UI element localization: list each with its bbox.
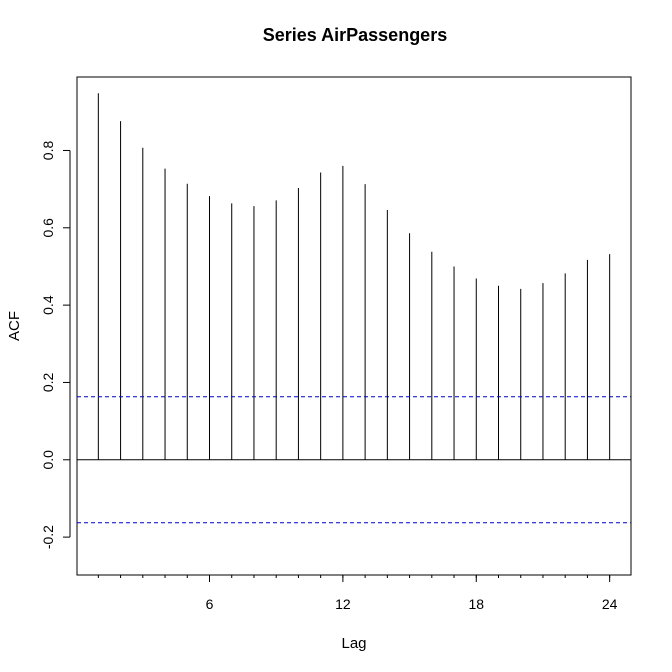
y-tick-label: -0.2 [40, 525, 56, 549]
y-axis-label: ACF [6, 311, 23, 341]
x-tick-label: 18 [468, 596, 484, 612]
plot-frame [76, 76, 632, 576]
y-axis: -0.2 0.0 0.2 0.4 0.6 0.8 [40, 141, 71, 549]
x-tick-label: 12 [335, 596, 351, 612]
y-tick-label: 0.6 [40, 218, 56, 238]
acf-bars [97, 93, 611, 460]
y-tick-label: 0.4 [40, 295, 56, 315]
y-tick-label: 0.0 [40, 450, 56, 470]
y-tick-label: 0.2 [40, 373, 56, 393]
chart-title: Series AirPassengers [263, 25, 447, 45]
x-tick-label: 6 [206, 596, 214, 612]
x-tick-label: 24 [602, 596, 618, 612]
y-tick-label: 0.8 [40, 141, 56, 161]
x-axis-label: Lag [341, 635, 366, 652]
x-axis: 6 12 18 24 [97, 575, 618, 612]
reference-lines [77, 396, 631, 524]
